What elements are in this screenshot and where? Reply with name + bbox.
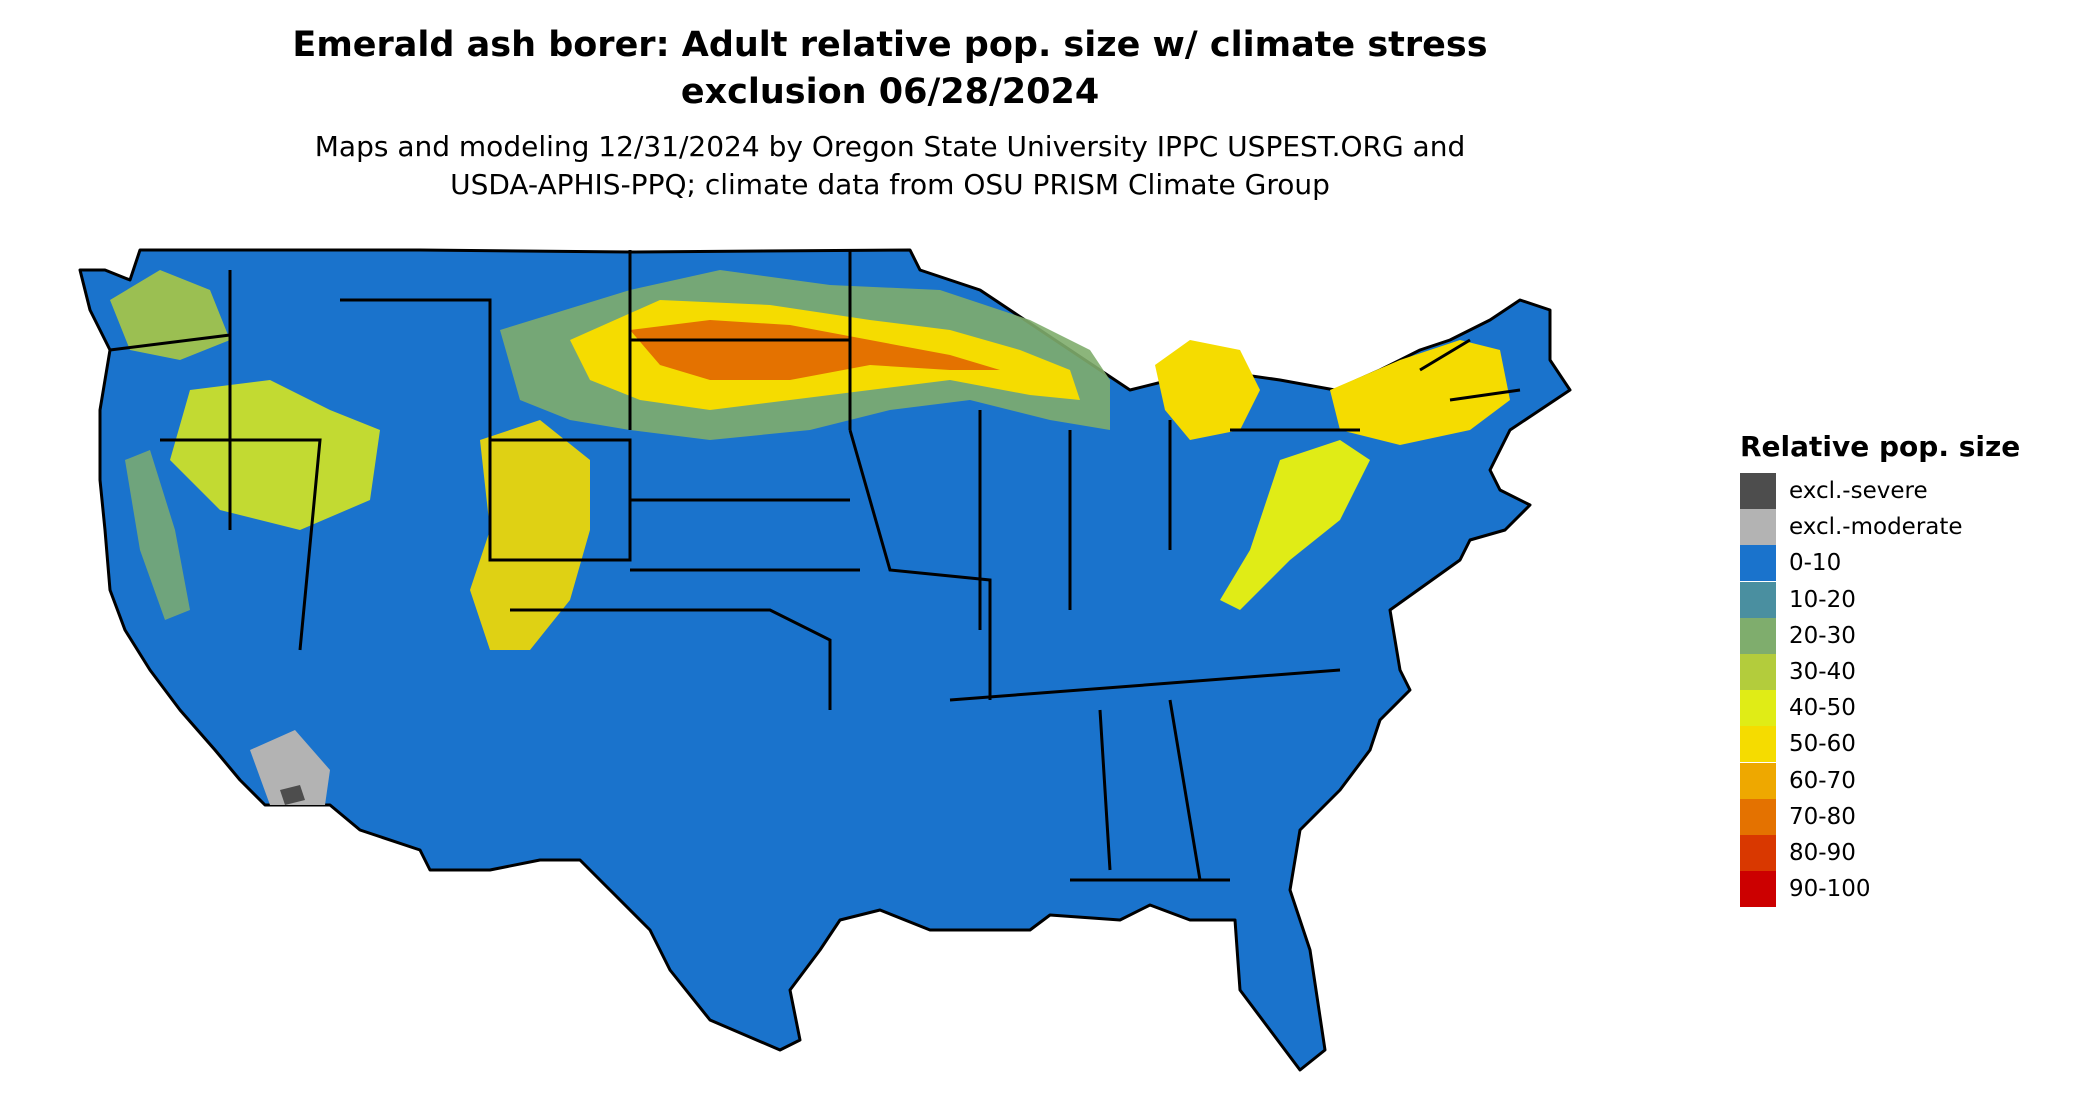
- legend-item-80-90: 80-90: [1740, 834, 2020, 871]
- legend-item-0-10: 0-10: [1740, 545, 2020, 582]
- zone-michigan-40-60: [1155, 340, 1260, 440]
- legend-label: 10-20: [1789, 586, 1856, 613]
- state-line-ca-nv: [160, 438, 322, 651]
- legend-swatch: [1740, 617, 1776, 654]
- zone-arizona-excl-moderate: [250, 730, 330, 805]
- legend-label: 30-40: [1789, 659, 1856, 686]
- state-line-mo-ar: [848, 429, 992, 700]
- legend-item-40-50: 40-50: [1740, 690, 2020, 727]
- legend-items: excl.-severe excl.-moderate 0-10 10-20 2…: [1740, 473, 2020, 908]
- zone-sierra-20-30: [125, 450, 190, 620]
- legend-item-70-80: 70-80: [1740, 798, 2020, 835]
- legend-swatch: [1740, 545, 1776, 582]
- map-title-line-1: Emerald ash borer: Adult relative pop. s…: [292, 25, 1488, 65]
- us-map: [78, 248, 1572, 1072]
- legend-swatch: [1740, 654, 1776, 691]
- legend-swatch: [1740, 509, 1776, 546]
- legend-label: excl.-moderate: [1789, 514, 1963, 541]
- legend-label: 90-100: [1789, 876, 1871, 903]
- legend-swatch: [1740, 871, 1776, 908]
- state-boundaries: [109, 250, 1521, 882]
- suitability-zones: [110, 270, 1510, 805]
- legend-item-50-60: 50-60: [1740, 726, 2020, 763]
- legend-item-excl-severe: excl.-severe: [1740, 473, 2020, 510]
- zone-rockies-south-50-60: [470, 420, 590, 650]
- zone-great-basin-40-50: [170, 380, 380, 530]
- legend-item-20-30: 20-30: [1740, 617, 2020, 654]
- state-line-wa-or: [109, 333, 231, 352]
- state-line-ok-tx: [510, 608, 832, 710]
- legend-swatch: [1740, 798, 1776, 835]
- legend-item-30-40: 30-40: [1740, 654, 2020, 691]
- state-line-new-england: [1419, 338, 1521, 402]
- state-line-mt-wy: [340, 298, 492, 440]
- legend-item-10-20: 10-20: [1740, 581, 2020, 618]
- legend-item-excl-moderate: excl.-moderate: [1740, 509, 2020, 546]
- legend-label: 0-10: [1789, 550, 1842, 577]
- legend-title: Relative pop. size: [1740, 430, 2021, 463]
- legend-label: 40-50: [1789, 695, 1856, 722]
- zone-arizona-excl-severe: [280, 785, 305, 805]
- legend-label: 80-90: [1789, 839, 1856, 866]
- state-line-oh-pa: [1168, 420, 1360, 550]
- state-line-dakotas: [628, 250, 852, 430]
- legend-swatch: [1740, 834, 1776, 871]
- map-subtitle-line-1: Maps and modeling 12/31/2024 by Oregon S…: [314, 130, 1466, 163]
- zone-northern-plains-70-80: [630, 320, 1000, 380]
- legend-swatch: [1740, 762, 1776, 799]
- state-line-tn-nc: [949, 668, 1341, 702]
- state-line-co: [488, 438, 632, 562]
- map-subtitle: Maps and modeling 12/31/2024 by Oregon S…: [200, 128, 1580, 204]
- legend-label: 20-30: [1789, 622, 1856, 649]
- zone-northeast-50-60: [1330, 340, 1510, 445]
- legend-label: 50-60: [1789, 731, 1856, 758]
- legend-label: 70-80: [1789, 803, 1856, 830]
- zone-appalachian-40-50: [1220, 440, 1370, 610]
- legend-swatch: [1740, 726, 1776, 763]
- legend-swatch: [1740, 473, 1776, 510]
- state-line-il-in: [978, 410, 1072, 630]
- legend-item-60-70: 60-70: [1740, 762, 2020, 799]
- map-title-line-2: exclusion 06/28/2024: [680, 72, 1100, 112]
- legend-item-90-100: 90-100: [1740, 871, 2020, 908]
- state-line-ne-ks: [630, 498, 860, 572]
- legend-swatch: [1740, 690, 1776, 727]
- legend-label: 60-70: [1789, 767, 1856, 794]
- map-subtitle-line-2: USDA-APHIS-PPQ; climate data from OSU PR…: [450, 168, 1330, 201]
- legend-swatch: [1740, 581, 1776, 618]
- map-title: Emerald ash borer: Adult relative pop. s…: [160, 22, 1620, 116]
- legend-label: excl.-severe: [1789, 478, 1928, 505]
- legend: Relative pop. size excl.-severe excl.-mo…: [1740, 430, 2021, 908]
- state-line-ga-al: [1098, 699, 1202, 881]
